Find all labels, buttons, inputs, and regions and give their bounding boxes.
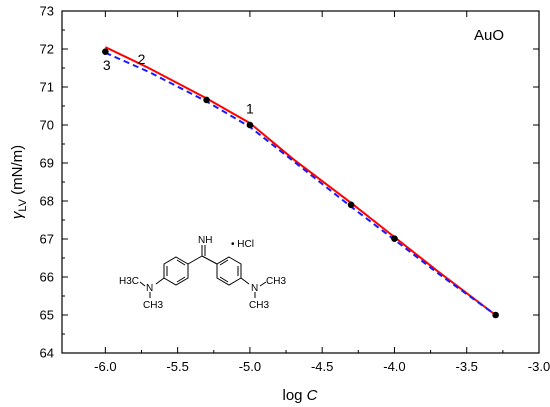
- curve-label: 3: [103, 57, 111, 73]
- bond-n-to-h3c: [139, 281, 146, 287]
- bond-n-to-ch3-top: [259, 281, 267, 287]
- curve-label: 2: [138, 51, 146, 67]
- x-tick-label: -4.0: [383, 359, 405, 374]
- fit-line-solid: [104, 46, 497, 316]
- x-axis: -6.0 -5.5 -5.0 -4.5 -4.0 -3.5 -3.0: [94, 11, 550, 374]
- bond-center-to-right-ring: [201, 255, 218, 265]
- bond-left-ring-to-n: [155, 277, 165, 285]
- data-point: [492, 311, 499, 319]
- y-tick-label: 66: [40, 270, 54, 285]
- y-tick-label: 64: [40, 346, 54, 361]
- series-layer: [102, 46, 499, 319]
- fit-line-dashed: [104, 51, 497, 316]
- left-ch3-label: CH3: [143, 300, 163, 311]
- x-axis-title: log C: [282, 387, 317, 404]
- y-tick-label: 67: [40, 232, 54, 247]
- bond-left-ring-to-center: [187, 255, 203, 265]
- y-tick-label: 69: [40, 156, 54, 171]
- right-n-label: N: [251, 283, 258, 294]
- x-tick-label: -4.5: [311, 359, 333, 374]
- right-ring-double-bond-3: [219, 276, 229, 283]
- right-benzene-ring: [216, 256, 242, 286]
- bond-right-ring-to-n: [240, 277, 250, 285]
- y-tick-label: 72: [40, 42, 54, 57]
- y-tick-label: 73: [40, 4, 54, 19]
- imine-label: NH: [198, 235, 212, 246]
- panel-label: AuO: [474, 27, 504, 44]
- x-tick-label: -5.5: [166, 359, 188, 374]
- x-tick-label: -3.0: [528, 359, 550, 374]
- left-benzene-ring: [163, 256, 189, 286]
- left-n-label: N: [146, 283, 153, 294]
- data-point: [246, 121, 254, 129]
- data-point: [102, 48, 109, 55]
- left-ring-double-bond-2: [176, 259, 186, 266]
- left-h3c-label: H3C: [119, 276, 139, 287]
- data-point: [203, 96, 210, 104]
- left-ring-double-bond-3: [176, 276, 186, 283]
- right-ring-double-bond-2: [219, 259, 229, 266]
- data-point: [347, 201, 355, 209]
- right-ch3-bottom-label: CH3: [249, 300, 269, 311]
- molecule-structure-inset: [139, 245, 267, 298]
- curve-label: 1: [246, 101, 254, 117]
- y-axis-title: γLV (mN/m): [9, 145, 29, 219]
- right-ch3-top-label: CH3: [266, 276, 286, 287]
- y-tick-label: 70: [40, 118, 54, 133]
- annotation-layer: 1 2 3: [103, 51, 254, 116]
- x-tick-label: -6.0: [94, 359, 116, 374]
- data-point: [391, 235, 398, 242]
- hcl-label: • HCl: [231, 239, 254, 250]
- plot-frame: [61, 10, 540, 354]
- molecule-labels: NH • HCl H3C N CH3 N CH3 CH3: [119, 235, 286, 311]
- y-axis: 64 65 66 67 68 69 70 71 72 73: [40, 4, 539, 361]
- y-tick-label: 71: [40, 80, 54, 95]
- x-tick-label: -3.5: [456, 359, 478, 374]
- y-tick-label: 65: [40, 308, 54, 323]
- y-tick-label: 68: [40, 194, 54, 209]
- x-tick-label: -5.0: [239, 359, 261, 374]
